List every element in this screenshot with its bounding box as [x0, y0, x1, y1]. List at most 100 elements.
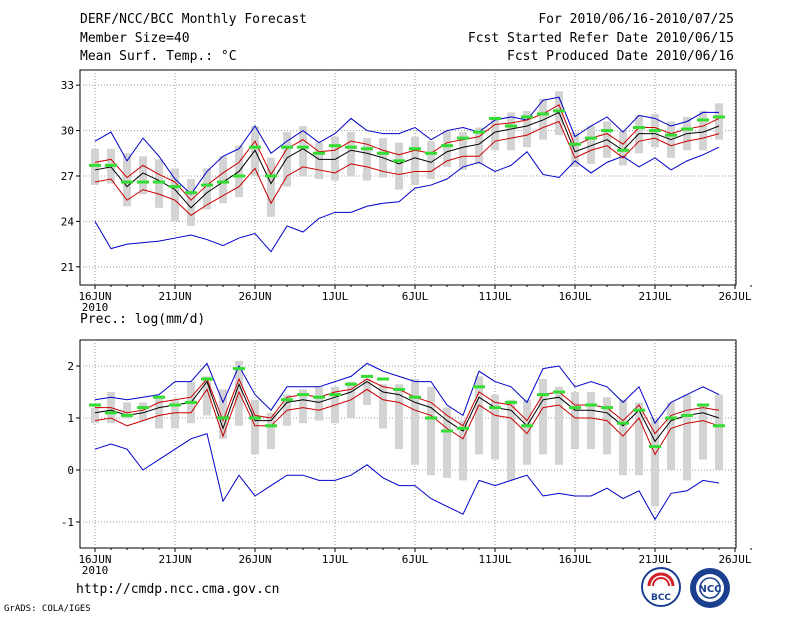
ensemble-box — [683, 394, 691, 481]
observed-marker — [297, 145, 309, 149]
ensemble-box — [123, 402, 131, 418]
chart-title: DERF/NCC/BCC Monthly Forecast — [80, 12, 307, 27]
min-line — [94, 432, 720, 521]
ensemble-box — [219, 389, 227, 439]
ensemble-box — [315, 386, 323, 421]
observed-marker — [569, 406, 581, 410]
ensemble-box — [139, 156, 147, 195]
ensemble-box — [491, 116, 499, 151]
min-line — [94, 146, 720, 253]
observed-marker — [153, 180, 165, 184]
observed-marker — [649, 129, 661, 133]
ensemble-box — [283, 132, 291, 187]
observed-marker — [601, 406, 613, 410]
y-tick-label: 30 — [61, 125, 74, 138]
forecast-produced-date: Fcst Produced Date 2010/06/16 — [507, 49, 734, 64]
x-tick-label: 11JUL — [478, 290, 511, 303]
observed-marker — [361, 147, 373, 151]
y-tick-label: 33 — [61, 79, 74, 92]
ensemble-box — [459, 132, 467, 170]
y-tick-label: 21 — [61, 261, 74, 274]
ensemble-box — [411, 136, 419, 186]
observed-marker — [377, 151, 389, 155]
ensemble-box — [651, 418, 659, 507]
observed-marker — [313, 151, 325, 155]
observed-marker — [249, 145, 261, 149]
lower-spread-line — [94, 388, 720, 456]
x-tick-label: 1JUL — [322, 553, 349, 566]
observed-marker — [345, 145, 357, 149]
y-tick-label: 27 — [61, 170, 74, 183]
ensemble-box — [187, 179, 195, 226]
observed-marker — [281, 145, 293, 149]
observed-marker — [105, 163, 117, 167]
bcc-logo: BCC — [641, 567, 681, 607]
ensemble-box — [139, 402, 147, 421]
ensemble-box — [667, 402, 675, 470]
x-tick-label: 26JUN — [238, 553, 271, 566]
x-tick-label: 26JUL — [718, 553, 751, 566]
x-tick-label: 11JUL — [478, 553, 511, 566]
observed-marker — [185, 400, 197, 404]
y-tick-label: 0 — [67, 464, 74, 477]
observed-marker — [441, 429, 453, 433]
ensemble-box — [203, 376, 211, 416]
precipitation-panel: -1 0 1 2 16JUN 21JUN 26JUN 1JUL 6JUL 11JUL 16JUL 21… — [61, 339, 752, 577]
ensemble-mean-line — [94, 380, 720, 443]
ensemble-box — [155, 159, 163, 208]
x-tick-label: 16JUL — [558, 553, 591, 566]
bcc-logo-text: BCC — [651, 593, 671, 603]
observed-marker — [409, 147, 421, 151]
observed-marker — [537, 393, 549, 397]
observed-marker — [441, 144, 453, 148]
ensemble-box — [219, 156, 227, 204]
observed-marker — [713, 115, 725, 119]
ensemble-box — [523, 399, 531, 465]
member-size: Member Size=40 — [80, 31, 190, 46]
ensemble-box — [443, 130, 451, 167]
observed-marker — [521, 424, 533, 428]
ensemble-box — [299, 389, 307, 424]
footer-url[interactable]: http://cmdp.ncc.cma.gov.cn — [76, 582, 280, 597]
observed-marker — [521, 115, 533, 119]
ensemble-box — [507, 399, 515, 481]
observed-marker — [265, 424, 277, 428]
observed-marker — [345, 382, 357, 386]
ensemble-box — [587, 126, 595, 164]
observed-marker — [233, 174, 245, 178]
observed-marker — [473, 130, 485, 134]
observed-marker — [569, 142, 581, 146]
observed-marker — [553, 390, 565, 394]
ncc-logo-text: NCC — [698, 584, 721, 595]
ensemble-box — [699, 110, 707, 151]
upper-spread-line — [94, 104, 720, 201]
observed-marker — [265, 174, 277, 178]
observed-marker — [217, 180, 229, 184]
observed-marker — [457, 426, 469, 430]
ensemble-box — [635, 115, 643, 154]
forecast-start-date: Fcst Started Refer Date 2010/06/15 — [467, 31, 734, 46]
plot-frame — [79, 69, 737, 286]
grads-credit: GrADS: COLA/IGES — [4, 604, 91, 614]
observed-marker — [105, 411, 117, 415]
ensemble-box — [331, 136, 339, 181]
observed-marker — [681, 413, 693, 417]
ensemble-box — [411, 379, 419, 465]
observed-marker — [201, 377, 213, 381]
observed-marker — [153, 395, 165, 399]
ensemble-box — [251, 399, 259, 455]
ensemble-mean-line — [94, 111, 720, 209]
y-tick-label: -1 — [61, 516, 74, 529]
observed-marker — [409, 395, 421, 399]
observed-marker — [121, 180, 133, 184]
observed-marker — [169, 403, 181, 407]
observed-marker — [393, 387, 405, 391]
observed-marker — [473, 385, 485, 389]
observed-marker — [233, 367, 245, 371]
x-tick-label: 21JUN — [158, 290, 191, 303]
ensemble-box — [507, 112, 515, 151]
observed-marker — [185, 191, 197, 195]
ensemble-box — [347, 132, 355, 176]
observed-marker — [361, 374, 373, 378]
